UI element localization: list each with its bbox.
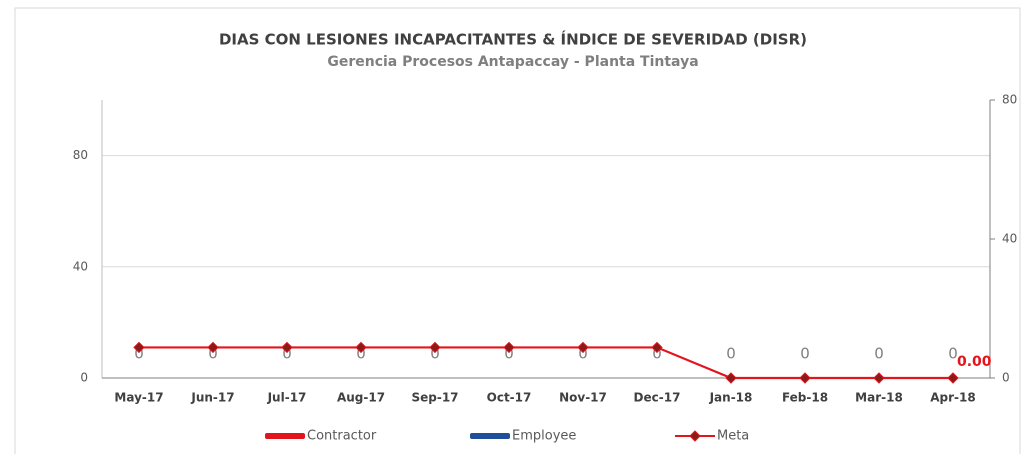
data-label: 0	[800, 345, 810, 363]
marker	[133, 341, 145, 354]
data-label: 0	[282, 345, 292, 363]
data-label: 0	[652, 345, 662, 363]
y-tick-label: 80	[73, 148, 88, 162]
data-label: 0	[726, 345, 736, 363]
marker	[503, 341, 515, 354]
marker	[947, 372, 959, 384]
legend-label: Employee	[512, 429, 576, 444]
data-label: 0	[504, 345, 514, 363]
chart-frame	[14, 7, 1021, 454]
x-tick-label: Jun-17	[190, 391, 234, 405]
legend-swatch	[265, 433, 305, 439]
x-tick-label: Aug-17	[337, 391, 385, 405]
marker	[799, 372, 811, 384]
legend-label: Meta	[717, 429, 749, 444]
chart-subtitle: Gerencia Procesos Antapaccay - Planta Ti…	[327, 54, 698, 70]
y-tick-label: 40	[73, 259, 88, 273]
marker	[725, 372, 737, 384]
data-label: 0	[208, 345, 218, 363]
chart-title: DIAS CON LESIONES INCAPACITANTES & ÍNDIC…	[219, 30, 807, 49]
data-label: 0	[578, 345, 588, 363]
legend-swatch	[470, 433, 510, 439]
data-label: 0	[356, 345, 366, 363]
marker	[577, 341, 589, 354]
x-tick-label: Sep-17	[411, 391, 458, 405]
marker	[651, 341, 663, 354]
marker	[873, 372, 885, 384]
y2-tick-label: 0	[1002, 371, 1010, 385]
y2-tick-label: 80	[1002, 93, 1017, 107]
x-tick-label: Mar-18	[855, 391, 903, 405]
x-tick-label: May-17	[114, 391, 163, 405]
data-label: 0.00	[957, 354, 992, 370]
x-tick-label: Nov-17	[559, 391, 607, 405]
legend-marker	[689, 430, 701, 442]
x-tick-label: Apr-18	[930, 391, 975, 405]
data-label: 0	[430, 345, 440, 363]
marker	[207, 341, 219, 354]
x-tick-label: Dec-17	[634, 391, 681, 405]
x-tick-label: Jan-18	[709, 391, 753, 405]
marker	[429, 341, 441, 354]
y-tick-label: 0	[80, 371, 88, 385]
marker	[355, 341, 367, 354]
y2-tick-label: 40	[1002, 232, 1017, 246]
x-tick-label: Feb-18	[782, 391, 828, 405]
marker	[281, 341, 293, 354]
x-tick-label: Oct-17	[487, 391, 532, 405]
data-label: 0	[948, 345, 958, 363]
x-tick-label: Jul-17	[267, 391, 307, 405]
data-label: 0	[134, 345, 144, 363]
legend-label: Contractor	[307, 429, 377, 444]
line	[139, 346, 953, 380]
data-label: 0	[874, 345, 884, 363]
